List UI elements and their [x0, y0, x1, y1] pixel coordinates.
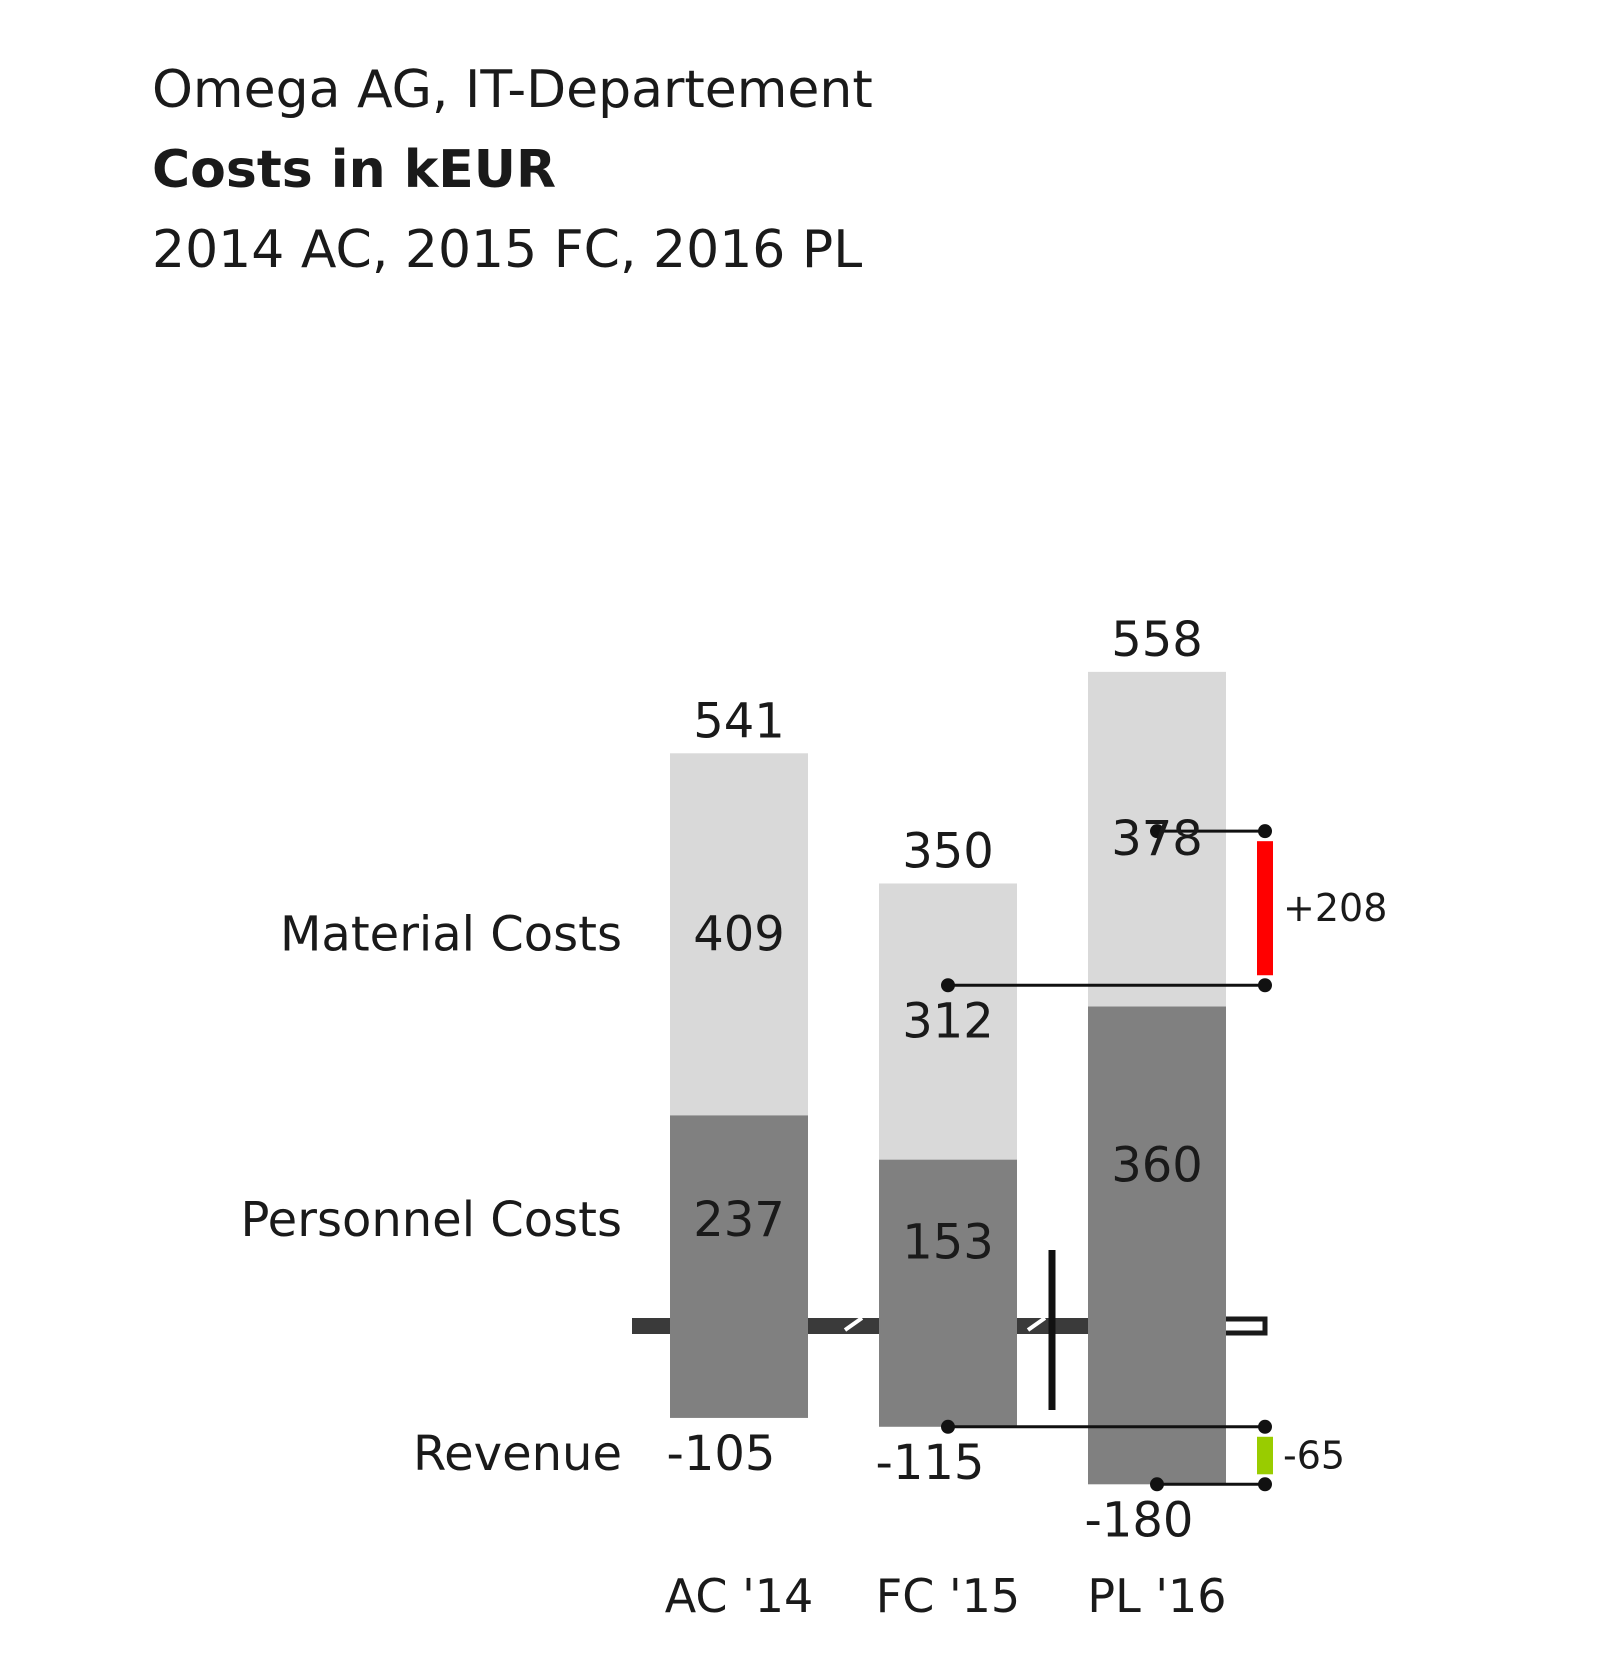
chart-title: Omega AG, IT-Departement	[152, 60, 873, 120]
personnel-value-label: 237	[693, 1192, 785, 1248]
labels-layer: +208 -65 541 409 237 -105 AC '14 350 312 153 -115 F…	[240, 612, 1387, 1623]
total-label: 541	[693, 693, 785, 749]
reference-lines-layer	[941, 824, 1273, 1492]
bar-personnel	[879, 1159, 1017, 1325]
variance-point	[1258, 824, 1272, 839]
variance-label: -65	[1283, 1434, 1345, 1478]
reference-point	[941, 1419, 955, 1434]
revenue-value-label: -105	[667, 1426, 776, 1482]
variance-point	[1258, 1419, 1272, 1434]
bar-personnel	[670, 1115, 808, 1325]
category-label: PL '16	[1087, 1569, 1226, 1623]
chart-subtitle-periods: 2014 AC, 2015 FC, 2016 PL	[152, 220, 863, 280]
variance-bar	[1257, 1436, 1273, 1475]
bar-revenue	[670, 1325, 808, 1418]
variance-point	[1258, 978, 1272, 993]
category-label: AC '14	[665, 1569, 814, 1623]
material-value-label: 409	[693, 906, 785, 962]
bar-material	[879, 883, 1017, 1160]
variance-point	[1258, 1477, 1272, 1492]
reference-point	[1150, 824, 1164, 839]
reference-point	[1150, 1477, 1164, 1492]
bar-revenue	[879, 1325, 1017, 1427]
bars-layer	[670, 671, 1226, 1485]
bar-personnel	[1088, 1006, 1226, 1325]
category-label: FC '15	[876, 1569, 1020, 1623]
material-value-label: 378	[1111, 811, 1203, 867]
title-block: Omega AG, IT-Departement Costs in kEUR 2…	[152, 50, 873, 290]
series-label-material: Material Costs	[280, 906, 622, 962]
series-label-revenue: Revenue	[413, 1426, 622, 1482]
total-label: 350	[902, 823, 994, 879]
bar-revenue	[1088, 1325, 1226, 1485]
personnel-value-label: 153	[902, 1214, 994, 1270]
revenue-value-label: -115	[876, 1435, 985, 1491]
revenue-value-label: -180	[1085, 1492, 1194, 1548]
bar-material	[670, 753, 808, 1116]
series-label-personnel: Personnel Costs	[240, 1192, 622, 1248]
axis-break-slash	[1026, 1316, 1047, 1332]
chart-subtitle: Costs in kEUR	[152, 140, 557, 200]
total-label: 558	[1111, 612, 1203, 668]
material-value-label: 312	[902, 994, 994, 1050]
reference-point	[941, 978, 955, 993]
personnel-value-label: 360	[1111, 1138, 1203, 1194]
variance-label: +208	[1283, 886, 1387, 930]
variance-bar	[1257, 841, 1273, 976]
bar-material	[1088, 671, 1226, 1007]
axis-break-slash	[843, 1316, 864, 1332]
